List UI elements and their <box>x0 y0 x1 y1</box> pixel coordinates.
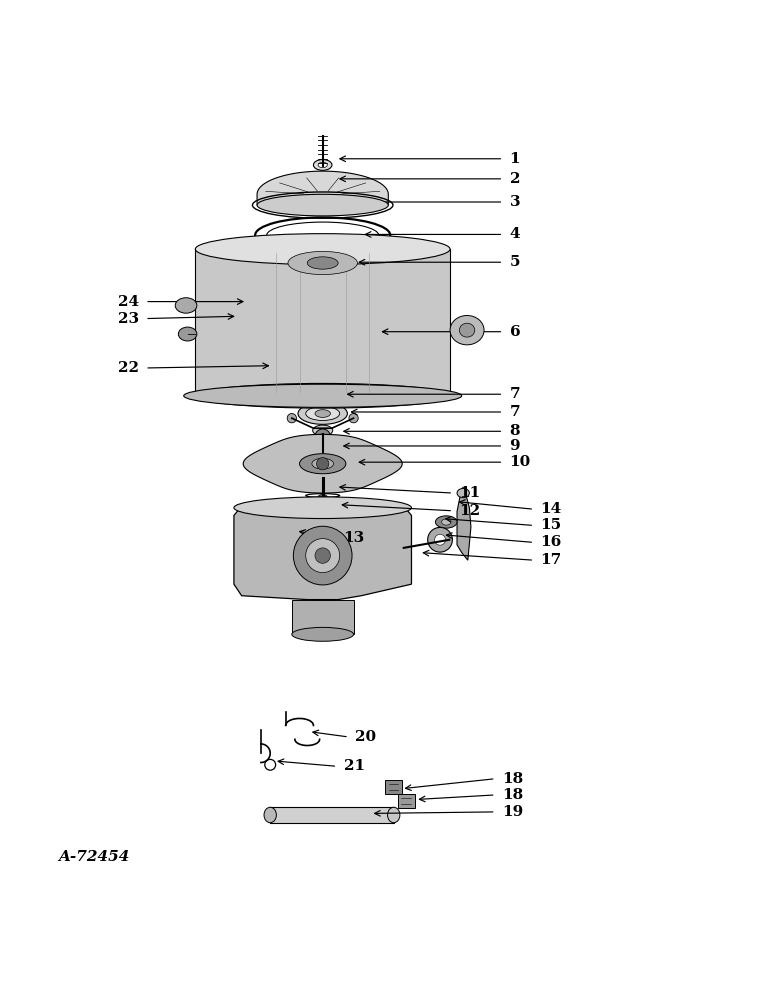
Text: 6: 6 <box>510 325 520 339</box>
Circle shape <box>317 458 329 470</box>
Polygon shape <box>243 434 402 493</box>
Text: 3: 3 <box>510 195 520 209</box>
Ellipse shape <box>435 516 457 528</box>
Text: 19: 19 <box>502 805 523 819</box>
Ellipse shape <box>264 807 276 823</box>
Ellipse shape <box>312 258 334 269</box>
Text: 9: 9 <box>510 439 520 453</box>
Text: 17: 17 <box>540 553 562 567</box>
Text: 15: 15 <box>540 518 561 532</box>
Ellipse shape <box>304 527 341 538</box>
Text: 22: 22 <box>118 361 139 375</box>
Polygon shape <box>257 171 388 205</box>
Bar <box>270 807 394 823</box>
Polygon shape <box>234 502 411 600</box>
Text: A-72454: A-72454 <box>58 850 129 864</box>
Text: 13: 13 <box>344 531 365 545</box>
Ellipse shape <box>288 251 357 275</box>
Circle shape <box>306 539 340 573</box>
Text: 16: 16 <box>540 535 562 549</box>
Text: 7: 7 <box>510 387 520 401</box>
Text: 10: 10 <box>510 455 531 469</box>
Text: 12: 12 <box>459 504 480 518</box>
Ellipse shape <box>295 524 350 541</box>
Ellipse shape <box>307 257 338 269</box>
Ellipse shape <box>450 315 484 345</box>
Ellipse shape <box>314 173 331 184</box>
Circle shape <box>320 434 326 440</box>
Circle shape <box>287 414 296 423</box>
Ellipse shape <box>234 497 411 519</box>
Ellipse shape <box>303 390 343 405</box>
Ellipse shape <box>261 243 384 285</box>
Text: 7: 7 <box>510 405 520 419</box>
Ellipse shape <box>257 194 388 216</box>
Text: 2: 2 <box>510 172 520 186</box>
Ellipse shape <box>459 323 475 337</box>
Ellipse shape <box>319 177 327 181</box>
Text: 11: 11 <box>459 486 481 500</box>
Ellipse shape <box>300 454 346 474</box>
Text: 1: 1 <box>510 152 520 166</box>
Ellipse shape <box>318 495 327 499</box>
Ellipse shape <box>317 390 329 398</box>
Ellipse shape <box>195 234 450 265</box>
Text: 20: 20 <box>355 730 376 744</box>
Circle shape <box>349 414 358 423</box>
Ellipse shape <box>184 384 462 407</box>
Polygon shape <box>457 496 471 560</box>
Circle shape <box>315 429 330 444</box>
Ellipse shape <box>388 807 400 823</box>
Ellipse shape <box>195 383 450 408</box>
Ellipse shape <box>306 407 340 420</box>
Text: 18: 18 <box>502 772 523 786</box>
Ellipse shape <box>292 627 354 641</box>
Ellipse shape <box>175 298 197 313</box>
Text: 24: 24 <box>118 295 139 309</box>
Text: 4: 4 <box>510 227 520 241</box>
Ellipse shape <box>313 425 333 436</box>
Bar <box>195 249 450 396</box>
Ellipse shape <box>303 381 343 398</box>
Bar <box>385 780 402 794</box>
Ellipse shape <box>442 519 451 525</box>
Text: 18: 18 <box>502 788 523 802</box>
Circle shape <box>428 527 452 552</box>
Circle shape <box>435 534 445 545</box>
Text: 23: 23 <box>118 312 139 326</box>
Bar <box>292 600 354 634</box>
Ellipse shape <box>178 327 197 341</box>
Circle shape <box>315 548 330 563</box>
Ellipse shape <box>313 160 332 170</box>
Ellipse shape <box>457 488 469 498</box>
Circle shape <box>293 526 352 585</box>
Text: 5: 5 <box>510 255 520 269</box>
Bar <box>398 794 415 808</box>
Ellipse shape <box>298 403 347 424</box>
Text: 14: 14 <box>540 502 562 516</box>
Ellipse shape <box>312 458 334 469</box>
Ellipse shape <box>318 162 327 168</box>
Text: 21: 21 <box>344 759 364 773</box>
Text: 8: 8 <box>510 424 520 438</box>
Ellipse shape <box>315 410 330 417</box>
